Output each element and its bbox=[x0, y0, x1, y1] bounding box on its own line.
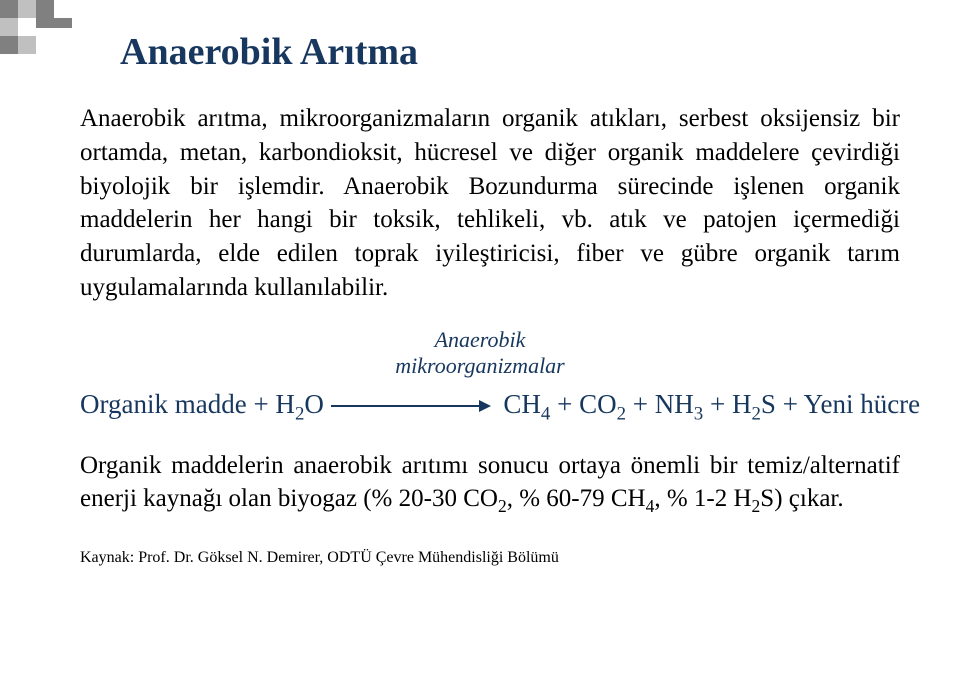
decor-square bbox=[36, 18, 72, 28]
reaction-equation: Anaerobik mikroorganizmalar Organik madd… bbox=[80, 327, 900, 427]
reaction-rhs: CH4 + CO2 + NH3 + H2S + Yeni hücre bbox=[503, 389, 920, 419]
decor-square bbox=[0, 18, 18, 36]
decor-square bbox=[36, 0, 54, 18]
reaction-annotation-top: Anaerobik bbox=[380, 327, 580, 353]
reaction-arrow bbox=[331, 401, 491, 411]
paragraph-2: Organik maddelerin anaerobik arıtımı son… bbox=[80, 449, 900, 519]
paragraph-1: Anaerobik arıtma, mikroorganizmaların or… bbox=[80, 102, 900, 305]
source-line: Kaynak: Prof. Dr. Göksel N. Demirer, ODT… bbox=[80, 549, 900, 567]
reaction-lhs: Organik madde + H2O bbox=[80, 389, 324, 419]
reaction-line: Organik madde + H2O CH4 + CO2 + NH3 + H2… bbox=[80, 389, 900, 425]
slide-title: Anaerobik Arıtma bbox=[120, 30, 900, 74]
slide: Anaerobik Arıtma Anaerobik arıtma, mikro… bbox=[0, 0, 960, 687]
decor-square bbox=[0, 36, 18, 54]
decor-square bbox=[18, 0, 36, 18]
decor-square bbox=[0, 0, 18, 18]
reaction-annotation-bottom: mikroorganizmalar bbox=[380, 353, 580, 379]
decor-square bbox=[18, 36, 36, 54]
